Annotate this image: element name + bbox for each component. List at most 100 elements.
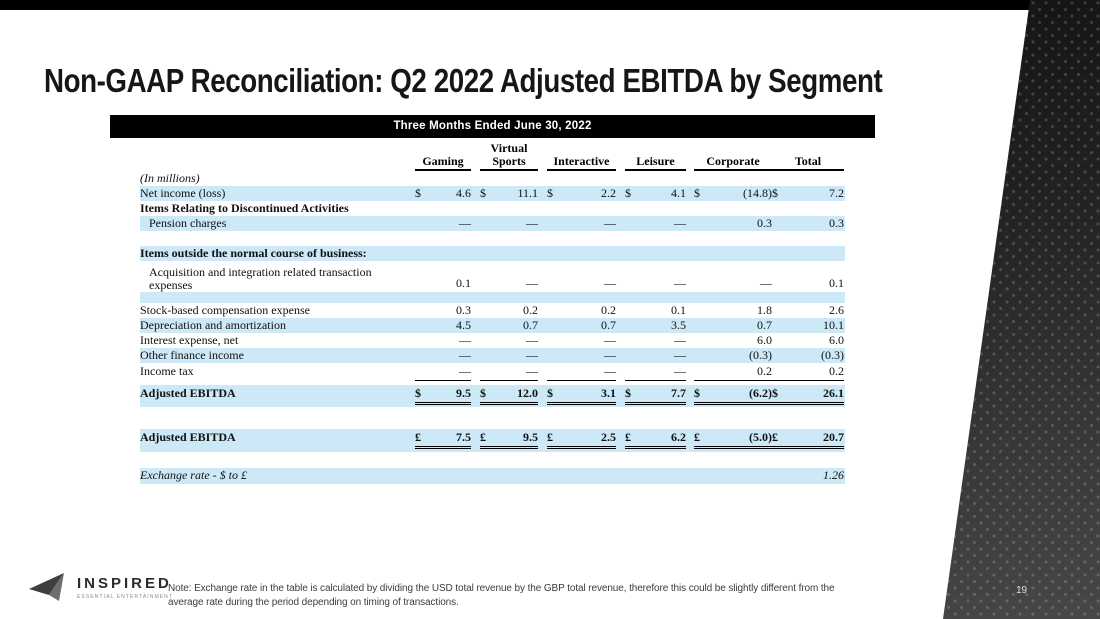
table-row: Items Relating to Discontinued Activitie… bbox=[140, 201, 845, 216]
cell-value: 26.1 bbox=[823, 386, 844, 400]
cell-value: 9.5 bbox=[523, 430, 538, 444]
cell-value: — bbox=[604, 332, 616, 347]
inspired-logo-icon bbox=[29, 573, 64, 601]
cell-value: — bbox=[526, 275, 538, 290]
cell-value: 0.7 bbox=[601, 317, 616, 332]
value-cell: 0.1 bbox=[625, 303, 686, 317]
value-cell: 1.8 bbox=[694, 302, 772, 317]
cell-value: (5.0) bbox=[749, 430, 772, 444]
value-cell: — bbox=[547, 216, 616, 230]
value-cell: — bbox=[415, 364, 471, 382]
row-label: Items outside the normal course of busin… bbox=[140, 245, 367, 260]
value-cell: $ (6.2) bbox=[694, 386, 772, 406]
value-cell: — bbox=[625, 364, 686, 382]
spacer-row bbox=[140, 452, 845, 468]
value-cell: — bbox=[480, 275, 538, 292]
currency-symbol: $ bbox=[480, 185, 486, 200]
row-label: Income tax bbox=[140, 364, 194, 378]
cell-value: 7.7 bbox=[671, 386, 686, 400]
row-label: Stock-based compensation expense bbox=[140, 302, 310, 317]
value-cell: — bbox=[480, 216, 538, 230]
table-row: Interest expense, net — — — — 6.0 6.0 bbox=[140, 333, 845, 348]
table-row: Depreciation and amortization 4.5 0.7 0.7 3.… bbox=[140, 318, 845, 333]
cell-value: — bbox=[526, 332, 538, 347]
side-panel bbox=[943, 0, 1100, 619]
value-cell: £ (5.0) bbox=[694, 430, 772, 450]
value-cell: $ (14.8) bbox=[694, 185, 772, 200]
spacer-row bbox=[140, 231, 845, 246]
table-period-header: Three Months Ended June 30, 2022 bbox=[110, 115, 875, 138]
cell-value: 7.5 bbox=[456, 430, 471, 444]
cell-value: 3.5 bbox=[671, 317, 686, 332]
value-cell: 0.2 bbox=[547, 302, 616, 317]
column-header: Leisure bbox=[625, 155, 686, 171]
table-row: Net income (loss) $4.6 $11.1 $2.2 $4.1 $ (14.8… bbox=[140, 186, 845, 201]
cell-value: 10.1 bbox=[823, 317, 844, 332]
cell-value: (14.8) bbox=[743, 185, 772, 200]
cell-value: 6.0 bbox=[757, 332, 772, 347]
cell-value: 0.2 bbox=[757, 364, 772, 378]
value-cell: 0.2 bbox=[694, 364, 772, 382]
currency-symbol: $ bbox=[547, 185, 553, 200]
currency-symbol: £ bbox=[694, 430, 700, 444]
cell-value: — bbox=[604, 275, 616, 290]
value-cell: 1.26 bbox=[772, 469, 844, 482]
value-cell: 0.3 bbox=[694, 216, 772, 230]
table-rows: (In millions) Net income (loss) $4.6 $11.1 $… bbox=[140, 171, 845, 484]
cell-value: 2.2 bbox=[601, 185, 616, 200]
cell-value: — bbox=[604, 347, 616, 362]
cell-value: 12.0 bbox=[517, 386, 538, 400]
table-row: Income tax — — — — 0.2 0.2 bbox=[140, 363, 845, 385]
column-header: Interactive bbox=[547, 155, 616, 171]
currency-symbol: $ bbox=[625, 185, 631, 200]
value-cell: £9.5 bbox=[480, 430, 538, 450]
cell-value: — bbox=[526, 347, 538, 362]
row-label: Adjusted EBITDA bbox=[140, 386, 236, 400]
value-cell: $11.1 bbox=[480, 185, 538, 200]
value-cell: 10.1 bbox=[772, 317, 844, 332]
currency-symbol: $ bbox=[694, 185, 700, 200]
logo-name: INSPIRED bbox=[77, 575, 172, 592]
top-accent-bar bbox=[0, 0, 1100, 10]
value-cell: $7.2 bbox=[772, 186, 844, 200]
cell-value: 6.0 bbox=[829, 332, 844, 347]
table-row: Acquisition and integration related tran… bbox=[140, 261, 845, 292]
value-cell: — bbox=[480, 364, 538, 382]
currency-symbol: £ bbox=[547, 430, 553, 444]
reconciliation-table: Three Months Ended June 30, 2022 Gaming V… bbox=[110, 115, 875, 484]
cell-value: 1.8 bbox=[757, 302, 772, 317]
table-row: Exchange rate - $ to £ 1.26 bbox=[140, 468, 845, 484]
cell-value: (0.3) bbox=[821, 347, 844, 362]
value-cell: 0.2 bbox=[480, 303, 538, 317]
cell-value: 0.7 bbox=[757, 317, 772, 332]
currency-symbol: £ bbox=[480, 430, 486, 444]
cell-value: 0.3 bbox=[829, 215, 844, 230]
row-label: Other finance income bbox=[140, 347, 244, 362]
column-header: Corporate bbox=[694, 155, 772, 171]
cell-value: — bbox=[674, 332, 686, 347]
cell-value: 20.7 bbox=[823, 430, 844, 444]
value-cell: — bbox=[694, 276, 772, 292]
table-row: Pension charges — — — — 0.3 0.3 bbox=[140, 216, 845, 231]
value-cell: £7.5 bbox=[415, 430, 471, 450]
column-header: Virtual Sports bbox=[480, 142, 538, 171]
cell-value: 0.2 bbox=[601, 302, 616, 317]
cell-value: — bbox=[604, 364, 616, 378]
cell-value: — bbox=[459, 364, 471, 378]
value-cell: $4.6 bbox=[415, 186, 471, 200]
row-label: Exchange rate - $ to £ bbox=[140, 468, 247, 483]
column-header: Total bbox=[772, 155, 844, 171]
value-cell: — bbox=[480, 332, 538, 347]
currency-symbol: $ bbox=[772, 386, 778, 400]
cell-value: 2.6 bbox=[829, 302, 844, 317]
slide-title: Non-GAAP Reconciliation: Q2 2022 Adjuste… bbox=[44, 62, 883, 99]
row-label: Depreciation and amortization bbox=[140, 317, 286, 332]
page-number: 19 bbox=[1016, 585, 1028, 596]
value-cell: 4.5 bbox=[415, 318, 471, 332]
spacer-row bbox=[140, 407, 845, 429]
column-header: Gaming bbox=[415, 155, 471, 171]
cell-value: — bbox=[459, 215, 471, 230]
logo-tagline: ESSENTIAL ENTERTAINMENT bbox=[77, 594, 174, 600]
value-cell: — bbox=[547, 275, 616, 292]
